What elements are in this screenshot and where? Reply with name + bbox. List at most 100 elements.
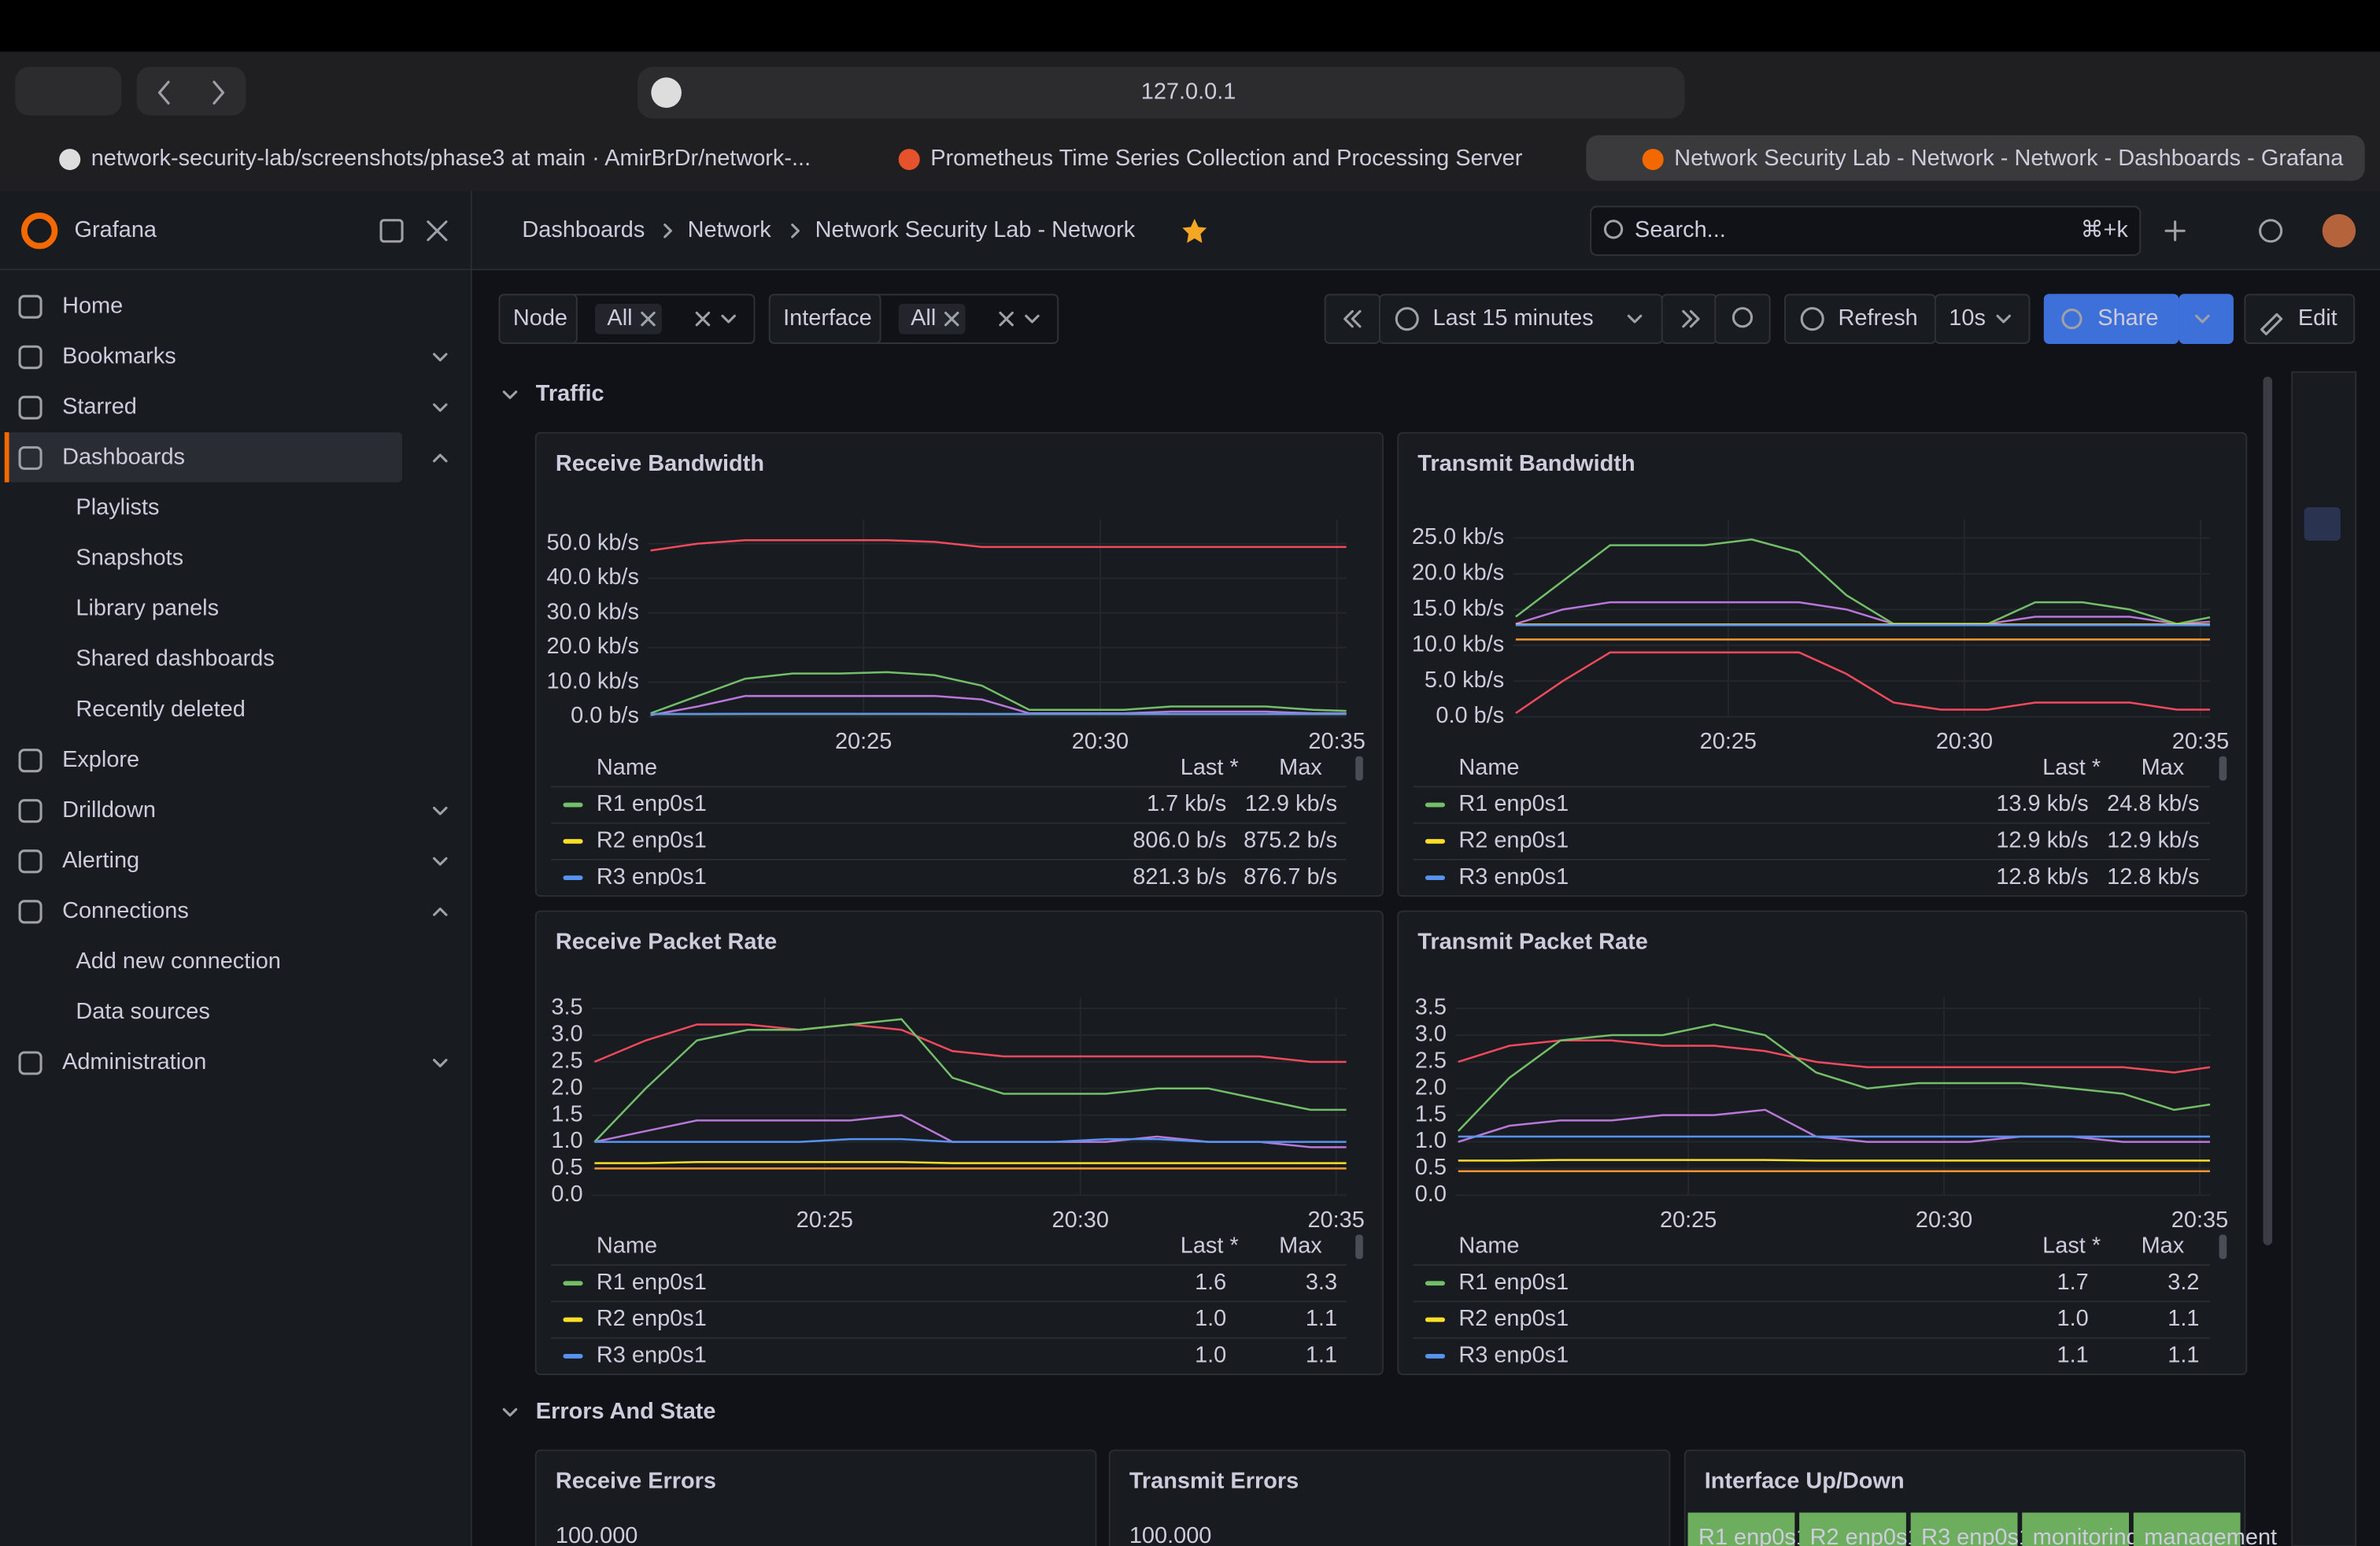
y-tick-label: 50.0 kb/s — [547, 530, 639, 555]
series-line — [1457, 1023, 2211, 1132]
clear-icon[interactable] — [944, 311, 959, 327]
search-placeholder: Search... — [1635, 217, 1726, 242]
scrollbar — [2263, 376, 2273, 1246]
toolbar-active[interactable] — [2304, 507, 2341, 541]
series-line — [593, 1018, 1347, 1143]
y-tick-label: 1.0 — [551, 1128, 582, 1153]
address-bar[interactable] — [638, 66, 1685, 119]
legend-last: 806.0 b/s — [1133, 827, 1226, 853]
legend-max: 875.2 b/s — [1244, 827, 1337, 853]
interval-button[interactable] — [1934, 294, 2031, 344]
search-box[interactable] — [1590, 205, 2142, 257]
y-tick-label: 100.000 — [1129, 1523, 1212, 1546]
legend-header: Max — [1279, 1233, 1322, 1259]
section-title[interactable]: Errors And State — [536, 1399, 716, 1424]
nav-subitem[interactable]: Shared dashboards — [76, 646, 274, 671]
nav-item[interactable]: Drilldown — [62, 797, 156, 823]
nav-item[interactable]: Dashboards — [62, 445, 185, 470]
nav-subitem[interactable]: Recently deleted — [76, 697, 245, 722]
legend-header: Max — [1279, 755, 1322, 780]
nav-item[interactable]: Explore — [62, 747, 139, 772]
help-icon[interactable] — [2259, 219, 2283, 243]
legend-name: R2 enp0s1 — [597, 827, 707, 853]
state-cell — [2133, 1512, 2241, 1546]
star-icon[interactable] — [1182, 218, 1207, 243]
share-button[interactable] — [2043, 294, 2179, 344]
x-tick-label: 20:30 — [1052, 1208, 1109, 1233]
legend-swatch — [1425, 1353, 1445, 1359]
legend-scrollbar — [2219, 1234, 2227, 1259]
dock-icon[interactable] — [379, 219, 404, 243]
tab-title[interactable]: Prometheus Time Series Collection and Pr… — [930, 146, 1523, 171]
section-title[interactable]: Traffic — [536, 381, 604, 406]
y-tick-label: 3.0 — [1415, 1022, 1447, 1047]
legend-name: R1 enp0s1 — [1458, 1270, 1569, 1295]
nav-subitem[interactable]: Playlists — [76, 495, 159, 520]
y-tick-label: 20.0 kb/s — [1412, 560, 1504, 586]
chevron — [433, 453, 448, 463]
y-tick-label: 0.0 — [551, 1182, 582, 1207]
refresh-label[interactable]: Refresh — [1839, 305, 1918, 331]
y-tick-label: 3.5 — [551, 995, 582, 1020]
legend-max: 12.9 kb/s — [2107, 827, 2199, 853]
nav-icon — [18, 1051, 42, 1075]
series-line — [594, 1137, 1347, 1143]
brand: Grafana — [75, 217, 157, 242]
zoom-out[interactable] — [1714, 294, 1771, 344]
variable-value[interactable]: All — [911, 305, 936, 331]
legend-swatch — [1425, 1317, 1445, 1322]
share-label[interactable]: Share — [2097, 305, 2158, 331]
nav-subitem[interactable]: Add new connection — [76, 949, 280, 974]
nav-item[interactable]: Bookmarks — [62, 343, 176, 368]
active-tab[interactable] — [1586, 135, 2365, 181]
nav-subitem[interactable]: Library panels — [76, 596, 219, 621]
nav-item[interactable]: Starred — [62, 394, 137, 419]
clear-icon[interactable] — [641, 311, 656, 327]
clear-icon[interactable] — [999, 311, 1014, 327]
tab-title[interactable]: network-security-lab/screenshots/phase3 … — [91, 146, 811, 171]
x-tick-label: 20:25 — [1700, 729, 1757, 754]
clear-icon[interactable] — [695, 311, 711, 327]
legend-last: 1.0 — [2057, 1306, 2089, 1331]
nav-buttons[interactable] — [136, 66, 246, 116]
legend-last: 1.0 — [1195, 1306, 1226, 1331]
tab-title[interactable]: Network Security Lab - Network - Network… — [1674, 146, 2344, 171]
y-tick-label: 2.0 — [551, 1074, 582, 1100]
y-tick-label: 2.5 — [1415, 1049, 1447, 1074]
legend-last: 12.8 kb/s — [1996, 864, 2088, 890]
legend-name: R3 enp0s1 — [597, 864, 707, 890]
time-range[interactable]: Last 15 minutes — [1433, 305, 1594, 331]
nav-item[interactable]: Alerting — [62, 848, 139, 873]
nav-item[interactable]: Connections — [62, 898, 189, 923]
edit-label[interactable]: Edit — [2298, 305, 2338, 331]
legend-swatch — [563, 875, 583, 881]
edit-button[interactable] — [2244, 294, 2356, 344]
breadcrumb: Network Security Lab - Network — [815, 217, 1136, 242]
avatar[interactable] — [2322, 214, 2356, 248]
breadcrumb[interactable]: Dashboards — [522, 217, 645, 242]
legend-max: 1.1 — [1306, 1306, 1337, 1331]
nav-subitem[interactable]: Data sources — [76, 999, 209, 1024]
legend-name: R3 enp0s1 — [1458, 1342, 1569, 1367]
variable-label-box — [498, 294, 578, 344]
y-tick-label: 1.5 — [551, 1101, 582, 1126]
sidebar-toggle[interactable] — [15, 66, 122, 116]
close-icon[interactable] — [427, 220, 448, 242]
nav-subitem[interactable]: Snapshots — [76, 546, 183, 571]
nav-item[interactable]: Home — [62, 293, 123, 318]
value-chip — [595, 303, 662, 335]
legend-max: 24.8 kb/s — [2107, 791, 2199, 816]
chevron — [433, 856, 448, 866]
variable-label: Interface — [783, 305, 872, 331]
x-tick-label: 20:30 — [1916, 1208, 1972, 1233]
breadcrumb[interactable]: Network — [688, 217, 772, 242]
legend: Name Last * Max R1 enp0s1 1.7 kb/s 12.9 kb/s R… — [551, 755, 1363, 890]
add-icon[interactable] — [2164, 220, 2186, 242]
legend-max: 3.3 — [1306, 1270, 1337, 1295]
legend-swatch — [563, 1353, 583, 1359]
interval-label[interactable]: 10s — [1949, 305, 1986, 331]
state-cell — [2022, 1512, 2130, 1546]
legend-last: 1.7 kb/s — [1147, 791, 1226, 816]
variable-value[interactable]: All — [607, 305, 632, 331]
nav-item[interactable]: Administration — [62, 1049, 206, 1074]
